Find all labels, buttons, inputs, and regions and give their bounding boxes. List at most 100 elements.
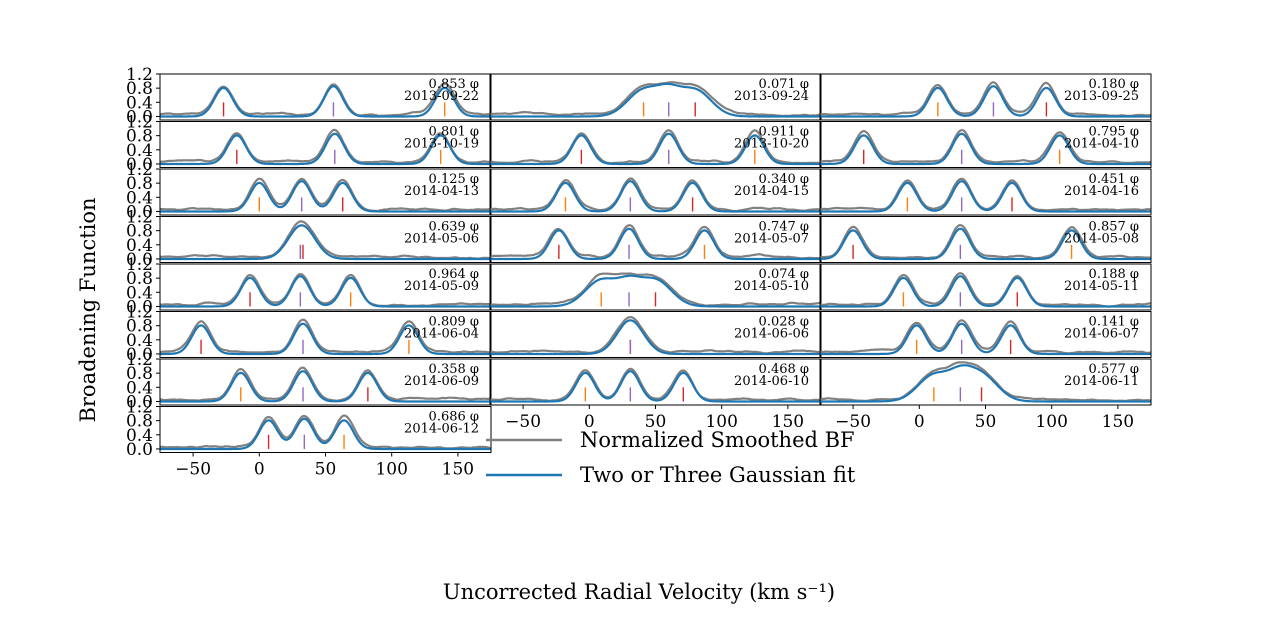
panel-frame xyxy=(489,121,822,168)
gaussian-fit-line xyxy=(160,322,491,356)
panel-frame xyxy=(819,168,1152,216)
panel-frame xyxy=(819,216,1152,263)
phase-label: 0.857 φ xyxy=(1089,220,1139,235)
phase-label: 0.801 φ xyxy=(429,125,479,140)
date-label: 2014-06-09 xyxy=(404,374,479,389)
panel-frame xyxy=(489,168,822,216)
date-label: 2013-10-19 xyxy=(404,137,479,152)
y-tick-label: 0.0 xyxy=(126,250,153,270)
y-tick-label: 0.4 xyxy=(126,93,153,113)
smoothed-bf-line xyxy=(820,128,1151,164)
x-tick-label: 150 xyxy=(1102,412,1134,432)
y-tick-label: 0.0 xyxy=(126,202,153,222)
x-tick-label: −50 xyxy=(505,412,541,432)
x-tick-label: 100 xyxy=(375,460,407,480)
panel-frame xyxy=(489,263,822,311)
panel-frame xyxy=(819,311,1152,358)
date-label: 2014-06-10 xyxy=(734,374,809,389)
panel-frame xyxy=(159,168,492,216)
gaussian-fit-line xyxy=(490,274,821,308)
x-tick-label: 50 xyxy=(315,460,337,480)
gaussian-fit-line xyxy=(820,364,1151,403)
smoothed-bf-line xyxy=(160,366,491,402)
date-label: 2014-06-06 xyxy=(734,327,809,342)
x-tick-label: 50 xyxy=(645,412,667,432)
phase-label: 0.795 φ xyxy=(1089,125,1139,140)
panel-frame xyxy=(819,121,1152,168)
smoothed-bf-line xyxy=(160,272,491,308)
y-tick-label: 0.8 xyxy=(126,317,153,337)
phase-label: 0.071 φ xyxy=(759,77,809,92)
date-label: 2013-10-20 xyxy=(734,137,809,152)
date-label: 2014-04-16 xyxy=(1064,184,1139,199)
smoothed-bf-line xyxy=(490,177,821,213)
smoothed-bf-line xyxy=(820,361,1151,403)
phase-label: 0.340 φ xyxy=(759,172,809,187)
gaussian-fit-line xyxy=(490,227,821,261)
smoothed-bf-line xyxy=(490,129,821,165)
gaussian-fit-line xyxy=(490,319,821,356)
panel-frame xyxy=(159,73,492,121)
legend-label: Normalized Smoothed BF xyxy=(580,428,855,452)
gaussian-fit-line xyxy=(820,227,1151,261)
gaussian-fit-line xyxy=(490,82,821,118)
y-tick-label: 0.0 xyxy=(126,345,153,365)
y-tick-label: 0.4 xyxy=(126,331,153,351)
smoothed-bf-line xyxy=(160,177,491,213)
date-label: 2014-04-13 xyxy=(404,184,479,199)
phase-label: 0.853 φ xyxy=(429,77,479,92)
phase-label: 0.451 φ xyxy=(1089,172,1139,187)
panel-frame xyxy=(489,311,822,358)
smoothed-bf-line xyxy=(490,224,821,260)
date-label: 2014-05-08 xyxy=(1064,232,1139,247)
date-label: 2014-05-06 xyxy=(404,232,479,247)
date-label: 2014-06-11 xyxy=(1064,374,1139,389)
y-tick-label: 0.4 xyxy=(126,188,153,208)
gaussian-fit-line xyxy=(820,322,1151,356)
date-label: 2013-09-22 xyxy=(404,89,479,104)
gaussian-fit-line xyxy=(490,180,821,213)
smoothed-bf-line xyxy=(490,272,821,307)
phase-label: 0.141 φ xyxy=(1089,315,1139,330)
x-tick-label: 0 xyxy=(254,460,265,480)
y-tick-label: 0.0 xyxy=(126,297,153,317)
date-label: 2014-04-10 xyxy=(1064,137,1139,152)
y-tick-label: 0.8 xyxy=(126,222,153,242)
y-tick-label: 0.4 xyxy=(126,378,153,398)
gaussian-fit-line xyxy=(490,370,821,403)
y-tick-label: 1.2 xyxy=(126,65,153,85)
gaussian-fit-line xyxy=(160,224,491,261)
gaussian-fit-line xyxy=(160,85,491,118)
y-tick-label: 0.0 xyxy=(126,440,153,460)
panel-frame xyxy=(819,73,1152,121)
date-label: 2014-05-10 xyxy=(734,279,809,294)
phase-label: 0.358 φ xyxy=(429,362,479,377)
gaussian-fit-line xyxy=(820,85,1151,118)
panel-frame xyxy=(489,73,822,121)
y-tick-label: 0.8 xyxy=(126,79,153,99)
x-tick-label: 150 xyxy=(772,412,804,432)
phase-label: 0.125 φ xyxy=(429,172,479,187)
phase-label: 0.747 φ xyxy=(759,220,809,235)
smoothed-bf-line xyxy=(160,414,491,450)
x-tick-label: 0 xyxy=(914,412,925,432)
panel-frame xyxy=(159,216,492,263)
date-label: 2014-06-04 xyxy=(404,327,479,342)
x-axis-title: Uncorrected Radial Velocity (km s⁻¹) xyxy=(443,580,835,604)
x-tick-label: 50 xyxy=(975,412,997,432)
phase-label: 0.188 φ xyxy=(1089,267,1139,282)
gaussian-fit-line xyxy=(160,132,491,166)
x-tick-label: −50 xyxy=(835,412,871,432)
gaussian-fit-line xyxy=(160,370,491,403)
y-tick-label: 1.2 xyxy=(126,398,153,418)
date-label: 2014-05-09 xyxy=(404,279,479,294)
